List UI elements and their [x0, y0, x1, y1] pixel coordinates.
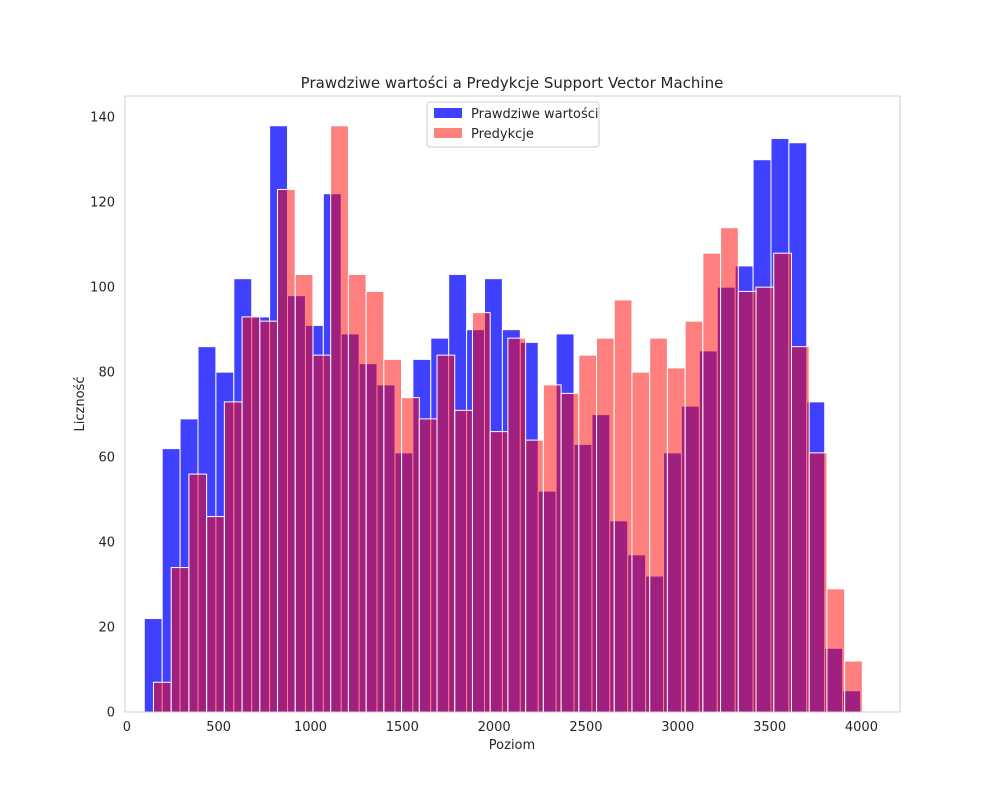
legend-swatch-pred [434, 128, 462, 138]
bar-pred-26 [613, 299, 633, 713]
bar-pred-38 [826, 588, 846, 713]
bar-pred-4 [223, 401, 243, 713]
bar-pred-25 [596, 337, 615, 713]
bar-pred-1 [170, 567, 190, 713]
bar-pred-11 [347, 273, 367, 713]
bar-pred-31 [702, 252, 722, 713]
bar-pred-32 [720, 227, 739, 713]
bar-pred-9 [312, 354, 332, 713]
bar-pred-20 [507, 337, 527, 713]
bar-pred-28 [649, 337, 668, 713]
y-tick-label: 60 [98, 451, 115, 466]
bar-pred-22 [542, 384, 562, 713]
x-tick-label: 3000 [661, 720, 694, 735]
x-tick-label: 1500 [386, 720, 419, 735]
x-axis-label: Poziom [489, 738, 535, 753]
bar-pred-19 [489, 431, 509, 713]
bar-pred-13 [383, 358, 403, 713]
x-tick-label: 2500 [569, 720, 602, 735]
bar-pred-2 [188, 473, 208, 713]
y-axis-label: Liczność [73, 377, 88, 432]
x-tick-label: 3500 [753, 720, 786, 735]
legend-label-pred: Predykcje [471, 127, 534, 142]
bar-pred-21 [525, 439, 544, 713]
y-tick-label: 80 [98, 366, 115, 381]
bar-pred-5 [241, 316, 261, 713]
legend-box [426, 101, 600, 148]
bar-pred-39 [844, 660, 863, 713]
bar-pred-7 [277, 188, 296, 713]
bar-pred-33 [737, 290, 757, 713]
bar-pred-16 [436, 354, 456, 713]
legend-label-true: Prawdziwe wartości [471, 107, 599, 122]
x-tick-label: 4000 [845, 720, 878, 735]
bar-pred-34 [755, 286, 775, 713]
bar-pred-14 [401, 397, 420, 713]
y-tick-label: 0 [107, 706, 115, 721]
y-ticks: 0 20 40 60 80 100 120 140 [90, 111, 115, 721]
bar-pred-27 [631, 371, 651, 713]
legend: Prawdziwe wartości Predykcje [426, 101, 600, 148]
plot-frame [124, 95, 901, 713]
legend-swatch-true [434, 108, 462, 118]
bar-pred-12 [365, 290, 385, 713]
bar-pred-3 [206, 516, 225, 713]
bar-pred-17 [454, 409, 473, 713]
y-tick-label: 140 [90, 111, 115, 126]
bar-pred-10 [330, 125, 349, 713]
x-ticks: 0 500 1000 1500 2000 2500 3000 3500 4000 [123, 720, 878, 735]
bar-pred-30 [684, 320, 704, 713]
bar-pred-6 [259, 320, 279, 713]
bar-pred-18 [471, 312, 491, 713]
bar-pred-0 [152, 681, 172, 713]
bar-pred-23 [560, 392, 580, 713]
y-tick-label: 120 [90, 196, 115, 211]
bar-pred-35 [773, 252, 792, 713]
bar-pred-15 [418, 418, 438, 713]
x-tick-label: 1000 [294, 720, 327, 735]
bar-pred-37 [808, 452, 828, 713]
x-tick-label: 0 [123, 720, 131, 735]
bar-pred-24 [578, 354, 598, 713]
chart-title: Prawdziwe wartości a Predykcje Support V… [301, 74, 724, 92]
bar-pred-29 [666, 367, 686, 713]
bar-pred-8 [294, 273, 314, 713]
x-tick-label: 500 [206, 720, 231, 735]
bar-pred-36 [790, 346, 810, 713]
x-tick-label: 2000 [478, 720, 511, 735]
y-tick-label: 20 [98, 621, 115, 636]
y-tick-label: 100 [90, 281, 115, 296]
y-tick-label: 40 [98, 536, 115, 551]
